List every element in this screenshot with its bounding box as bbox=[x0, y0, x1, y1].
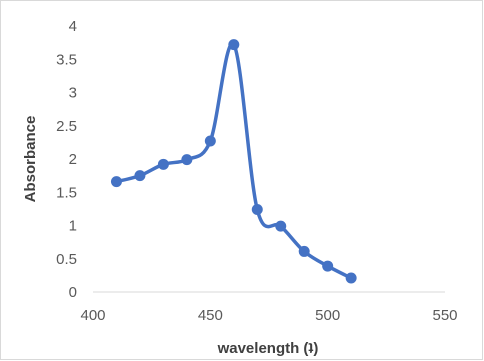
series-line bbox=[114, 42, 353, 280]
y-tick-label: 4 bbox=[69, 18, 77, 35]
y-tick-label: 1 bbox=[69, 218, 77, 235]
y-tick-label: 0 bbox=[69, 284, 77, 301]
data-point bbox=[157, 158, 169, 170]
data-points bbox=[110, 39, 357, 284]
data-point bbox=[251, 204, 263, 216]
data-point bbox=[110, 176, 122, 188]
data-point bbox=[298, 245, 310, 257]
x-axis-title: wavelength (ʇ) bbox=[217, 340, 319, 357]
y-tick-label: 3.5 bbox=[56, 51, 77, 68]
x-axis-ticks: 400 450 500 550 bbox=[80, 307, 457, 324]
x-tick-label: 500 bbox=[315, 307, 340, 324]
data-point bbox=[181, 154, 193, 166]
data-point bbox=[275, 220, 287, 232]
x-tick-label: 450 bbox=[198, 307, 223, 324]
y-tick-label: 1.5 bbox=[56, 184, 77, 201]
y-axis-ticks: 0 0.5 1 1.5 2 2.5 3 3.5 4 bbox=[56, 18, 77, 301]
y-tick-label: 2.5 bbox=[56, 118, 77, 135]
y-tick-label: 3 bbox=[69, 85, 77, 102]
y-tick-label: 0.5 bbox=[56, 251, 77, 268]
data-point bbox=[345, 272, 357, 284]
y-axis-title: Absorbance bbox=[22, 116, 39, 203]
data-point bbox=[204, 135, 216, 147]
x-tick-label: 550 bbox=[432, 307, 457, 324]
data-point bbox=[228, 39, 240, 51]
y-tick-label: 2 bbox=[69, 151, 77, 168]
data-point bbox=[134, 170, 146, 182]
data-point bbox=[322, 260, 334, 272]
x-tick-label: 400 bbox=[80, 307, 105, 324]
